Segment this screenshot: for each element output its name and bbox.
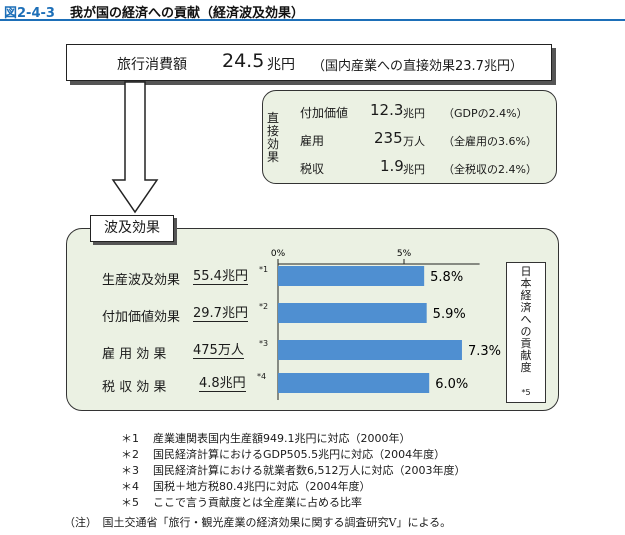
category-value: 4.8兆円 — [199, 376, 246, 392]
category-value: 475万人 — [193, 343, 244, 359]
bar-value-label: 6.0% — [435, 377, 468, 392]
category-footnote-mark: *1 — [259, 265, 269, 274]
category-value: 55.4兆円 — [193, 269, 248, 285]
spending-box: 旅行消費額 24.5 兆円 （国内産業への直接効果23.7兆円） — [66, 44, 552, 81]
footnote-mark: ＊5 — [121, 496, 139, 509]
spending-label: 旅行消費額 — [117, 57, 187, 73]
footnote-text: ここで言う貢献度とは全産業に占める比率 — [153, 496, 362, 509]
source-note: （注） 国土交通省「旅行・観光産業の経済効果に関する調査研究Ⅴ」による。 — [64, 516, 452, 529]
footnote-text: 国税＋地方税80.4兆円に対応（2004年度） — [153, 480, 371, 493]
direct-row-share: （全雇用の3.6%） — [443, 135, 537, 148]
footnote-text: 国民経済計算におけるGDP505.5兆円に対応（2004年度） — [153, 448, 446, 461]
direct-effect-box — [262, 90, 557, 184]
footnote-mark: ＊2 — [121, 448, 139, 461]
x-tick-label: 0% — [271, 249, 286, 259]
direct-row-label: 税収 — [300, 162, 325, 176]
category-footnote-mark: *4 — [257, 372, 267, 381]
x-tick-label: 5% — [397, 249, 412, 259]
direct-row-share: （GDPの2.4%） — [443, 107, 528, 120]
category-footnote-mark: *2 — [259, 302, 269, 311]
category-label: 生産波及効果 — [102, 273, 181, 288]
direct-effect-heading: 直接効果 — [266, 111, 279, 164]
direct-row-unit: 兆円 — [403, 163, 425, 176]
bar-value-label: 7.3% — [468, 344, 501, 359]
footnote-mark: ＊1 — [121, 432, 139, 445]
figure-title: 我が国の経済への貢献（経済波及効果） — [70, 6, 305, 21]
footnote-text: 国民経済計算における就業者数6,512万人に対応（2003年度） — [153, 464, 466, 477]
direct-row-value: 235 — [374, 129, 403, 147]
direct-row-value: 12.3 — [370, 101, 404, 119]
category-label: 税 収 効 果 — [102, 380, 167, 395]
ripple-effect-label: 波及効果 — [90, 215, 174, 242]
direct-row-share: （全税収の2.4%） — [443, 163, 537, 176]
contribution-box — [506, 262, 546, 403]
bar-value-label: 5.8% — [430, 270, 463, 285]
footnote-text: 産業連関表国内生産額949.1兆円に対応（2000年） — [153, 432, 411, 445]
contribution-label: 日本経済への貢献度 — [520, 265, 532, 374]
bar — [278, 373, 430, 393]
bar — [278, 340, 462, 360]
bar — [278, 266, 425, 286]
down-arrow-icon — [111, 81, 159, 214]
bar — [278, 303, 427, 323]
figure-number: 図2-4-3 — [4, 6, 55, 21]
direct-row-label: 雇用 — [300, 134, 325, 148]
header-rule — [0, 19, 625, 21]
category-footnote-mark: *3 — [259, 339, 269, 348]
direct-row-unit: 兆円 — [403, 107, 425, 120]
category-label: 付加価値効果 — [102, 310, 181, 325]
bar-value-label: 5.9% — [433, 307, 466, 322]
direct-row-value: 1.9 — [380, 157, 404, 175]
direct-row-unit: 万人 — [403, 135, 425, 148]
category-value: 29.7兆円 — [193, 306, 248, 322]
footnote-mark: ＊4 — [121, 480, 139, 493]
spending-note: （国内産業への直接効果23.7兆円） — [312, 59, 523, 74]
contribution-footnote: *5 — [521, 388, 531, 397]
category-label: 雇 用 効 果 — [102, 347, 167, 362]
spending-value: 24.5 — [222, 50, 265, 72]
spending-unit: 兆円 — [267, 57, 295, 73]
direct-row-label: 付加価値 — [300, 106, 349, 120]
footnote-mark: ＊3 — [121, 464, 139, 477]
